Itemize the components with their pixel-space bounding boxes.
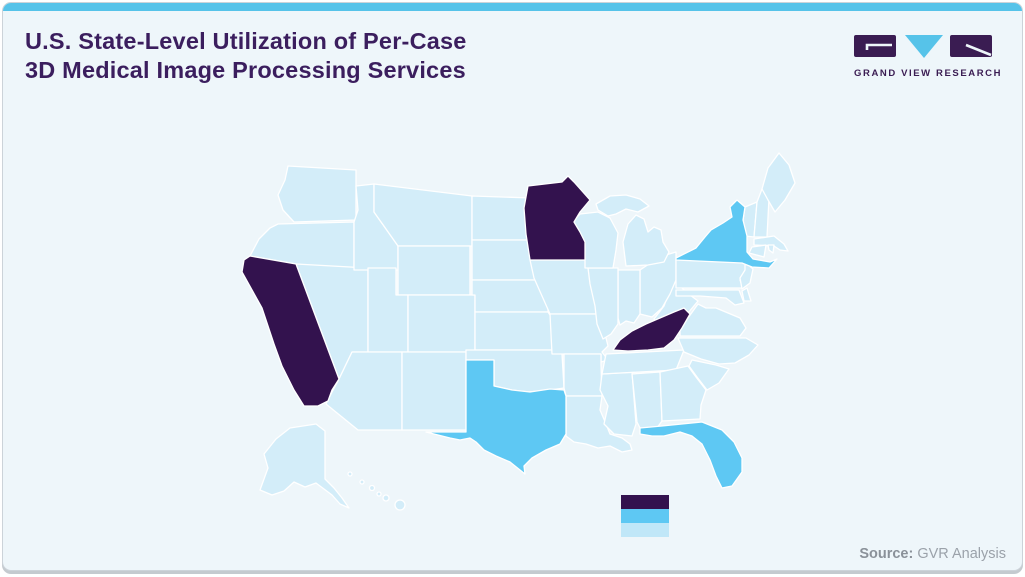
source-note: Source: GVR Analysis — [859, 546, 1006, 562]
source-value: GVR Analysis — [917, 546, 1006, 562]
page-title: U.S. State-Level Utilization of Per-Case… — [25, 27, 467, 84]
state-sc — [688, 359, 730, 391]
state-il — [587, 267, 619, 340]
state-in — [617, 269, 641, 326]
logo-g-glyph — [865, 43, 892, 50]
state-ri — [767, 244, 775, 254]
state-tx — [425, 359, 567, 475]
state-ct — [748, 244, 767, 258]
state-ky — [612, 307, 691, 352]
state-wy — [397, 245, 471, 296]
state-nm — [401, 351, 467, 431]
state-sd — [471, 239, 537, 281]
state-ca — [241, 255, 340, 407]
page-title-line1: U.S. State-Level Utilization of Per-Case — [25, 28, 467, 54]
state-nj — [739, 261, 754, 290]
state-ga — [659, 365, 707, 422]
state-ks — [474, 311, 553, 351]
state-nd — [471, 195, 533, 241]
state-va — [679, 303, 747, 337]
source-label: Source: — [859, 546, 914, 562]
gvr-logo-icon — [854, 35, 992, 58]
state-mn — [523, 175, 591, 261]
legend-swatch-high — [621, 495, 669, 509]
state-hi — [347, 471, 406, 511]
state-la — [565, 395, 633, 453]
legend-swatch-medium — [621, 509, 669, 523]
logo-r-glyph — [965, 43, 992, 57]
state-fl — [639, 421, 743, 489]
state-nh — [753, 188, 770, 238]
state-co — [407, 294, 476, 353]
state-mi — [595, 194, 670, 267]
brand-name: GRAND VIEW RESEARCH — [854, 68, 1003, 79]
top-accent-bar — [3, 3, 1022, 11]
map-legend — [621, 495, 669, 537]
gvr-logo: GRAND VIEW RESEARCH — [854, 33, 1003, 79]
state-ar — [563, 353, 603, 397]
logo-v-triangle — [905, 35, 943, 58]
state-md — [675, 289, 745, 306]
state-ny — [675, 199, 778, 269]
state-ak — [259, 423, 350, 509]
state-ma — [753, 235, 789, 252]
state-nc — [677, 337, 759, 365]
legend-swatch-low — [621, 523, 669, 537]
page-title-line2: 3D Medical Image Processing Services — [25, 56, 466, 83]
us-choropleth-map — [228, 138, 888, 533]
state-wa — [277, 165, 357, 223]
state-de — [741, 287, 752, 302]
state-me — [761, 152, 796, 213]
